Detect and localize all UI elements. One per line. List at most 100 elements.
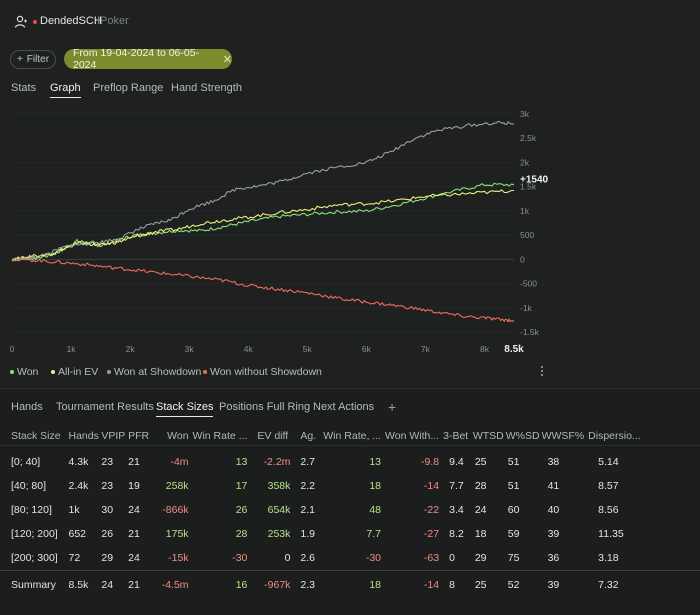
table-cell: [40; 80] (11, 480, 47, 492)
table-cell: 7.32 (584, 569, 700, 597)
table-cell: 36 (547, 551, 560, 564)
player-name[interactable]: DendedSCH (40, 15, 102, 27)
user-icon[interactable] (14, 15, 28, 29)
table-cell: 8.56 (598, 504, 619, 516)
column-header[interactable]: Win Rate ... (188, 427, 248, 446)
column-header[interactable]: Won With... (381, 427, 440, 446)
series-line-won-without-showdown (11, 257, 515, 323)
table-cell: -30 (232, 551, 248, 564)
table-cell: 16 (188, 569, 248, 597)
filter-button[interactable]: + Filter (10, 50, 56, 69)
table-cell: Summary (0, 569, 69, 597)
table-row[interactable]: [40; 80] 2.4k 23 19 258k 17 358k 2.2 18 -14 7.7 28 5… (0, 474, 700, 498)
table-cell: 13 (369, 456, 382, 468)
legend-item-won[interactable]: Won (10, 366, 38, 378)
column-header[interactable]: EV diff (247, 427, 291, 446)
table-cell: 18 (323, 569, 382, 597)
table-cell: 23 (101, 480, 114, 492)
legend-item-won-without-showdown[interactable]: Won without Showdown (203, 366, 322, 378)
results-graph[interactable]: 3k 2.5k 2k 1.5k 1k 500 0 -500 -1k -1.5k 0 1k 2k 3k 4k 5… (0, 102, 560, 360)
table-cell: [0; 40] (11, 456, 41, 468)
table-row[interactable]: [80; 120] 1k 30 24 -866k 26 654k 2.1 48 -22 3.4 24 6… (0, 498, 700, 522)
legend-label: Won (17, 366, 39, 378)
series-line-won-at-showdown (11, 120, 515, 262)
tab-hands[interactable]: Hands (11, 401, 43, 413)
table-cell: 19 (128, 480, 140, 492)
more-options-icon[interactable] (539, 364, 545, 378)
table-cell: 28 (235, 528, 248, 540)
table-cell: 30 (101, 504, 114, 516)
table-cell: 652 (68, 528, 87, 540)
column-header[interactable]: VPIP (101, 427, 129, 446)
x-tick-label: 3k (185, 344, 195, 354)
x-tick-label: 5k (303, 344, 313, 354)
close-icon[interactable]: ✕ (222, 53, 232, 66)
legend-item-won-at-showdown[interactable]: Won at Showdown (107, 366, 201, 378)
table-cell: 29 (101, 551, 114, 564)
table-cell: 3.18 (598, 551, 619, 564)
table-cell: 75 (507, 551, 520, 564)
table-row[interactable]: [0; 40] 4.3k 23 21 -4m 13 -2.2m 2.7 13 -9.8 9.4 25 5… (0, 450, 700, 474)
tab-positions-full-ring[interactable]: Positions Full Ring (219, 401, 311, 413)
table-cell: 41 (547, 480, 560, 492)
column-header[interactable]: Stack Size (0, 427, 69, 446)
table-cell: 2.6 (300, 551, 316, 564)
table-header: Stack Size Hands VPIP PFR Won Win Rate .… (0, 427, 700, 446)
table-cell: 25 (468, 569, 504, 597)
table-cell: 52 (503, 569, 540, 597)
tab-tournament-results[interactable]: Tournament Results (56, 401, 154, 413)
add-tab-icon[interactable]: + (388, 399, 397, 415)
column-header[interactable]: W%SD (503, 427, 540, 446)
legend-item-all-in-ev[interactable]: All-in EV (51, 366, 98, 378)
table-cell: -30 (365, 551, 382, 564)
table-cell: -63 (423, 551, 440, 564)
table-cell: -9.8 (421, 456, 440, 468)
table-cell: 654k (267, 504, 291, 516)
y-tick-label: 3k (520, 109, 530, 119)
date-range-chip[interactable]: From 19-04-2024 to 06-05-2024 ✕ (64, 47, 232, 71)
x-tick-label: 2k (126, 344, 136, 354)
tab-graph[interactable]: Graph (50, 82, 81, 98)
column-header[interactable]: PFR (128, 427, 156, 446)
table-cell: 51 (507, 480, 520, 492)
table-row[interactable]: [120; 200] 652 26 21 175k 28 253k 1.9 7.7 -27 8.2 1… (0, 522, 700, 546)
tab-hand-strength[interactable]: Hand Strength (171, 82, 242, 94)
table-cell: 51 (507, 456, 520, 468)
table-summary-row[interactable]: Summary 8.5k 24 21 -4.5m 16 -967k 2.3 18 -14 8 25 52… (0, 569, 700, 597)
column-header[interactable]: Won (155, 427, 189, 446)
stack-sizes-table: Stack Size Hands VPIP PFR Won Win Rate .… (0, 427, 700, 597)
tab-stats[interactable]: Stats (11, 82, 37, 94)
table-cell: 258k (165, 480, 189, 492)
tab-stack-sizes[interactable]: Stack Sizes (156, 401, 214, 417)
column-header[interactable]: Hands (68, 427, 102, 446)
x-tick-label: 6k (362, 344, 372, 354)
table-cell: 8.2 (449, 528, 464, 540)
tab-next-actions[interactable]: Next Actions (313, 401, 375, 413)
table-cell: -27 (423, 528, 440, 540)
legend-dot (107, 370, 111, 374)
tab-preflop-range[interactable]: Preflop Range (93, 82, 164, 94)
column-header[interactable]: WTSD (468, 427, 504, 446)
table-cell: 8 (439, 569, 469, 597)
column-header[interactable]: Ag. (290, 427, 324, 446)
column-header[interactable]: Win Rate, ... (323, 427, 382, 446)
table-cell: 8.5k (68, 569, 102, 597)
table-cell: -866k (162, 504, 189, 516)
table-cell: -967k (247, 569, 291, 597)
table-cell: -4m (170, 456, 189, 468)
table-cell: 21 (128, 528, 140, 540)
end-value-label: +1540 (520, 175, 549, 186)
legend-dot (203, 370, 207, 374)
table-cell: 28 (474, 480, 487, 492)
table-cell: [80; 120] (11, 504, 52, 516)
table-cell: -14 (423, 480, 440, 492)
x-tick-label: 4k (244, 344, 254, 354)
column-header[interactable]: Dispersio... (584, 427, 700, 446)
table-cell: 39 (547, 528, 560, 540)
table-row[interactable]: [200; 300] 72 29 24 -15k -30 0 2.6 -30 -63 0 29 75 36… (0, 546, 700, 570)
column-header[interactable]: 3-Bet (439, 427, 469, 446)
table-cell: -14 (381, 569, 440, 597)
table-cell: 18 (474, 528, 487, 540)
x-tick-label: 8k (480, 344, 490, 354)
column-header[interactable]: WWSF% (539, 427, 585, 446)
